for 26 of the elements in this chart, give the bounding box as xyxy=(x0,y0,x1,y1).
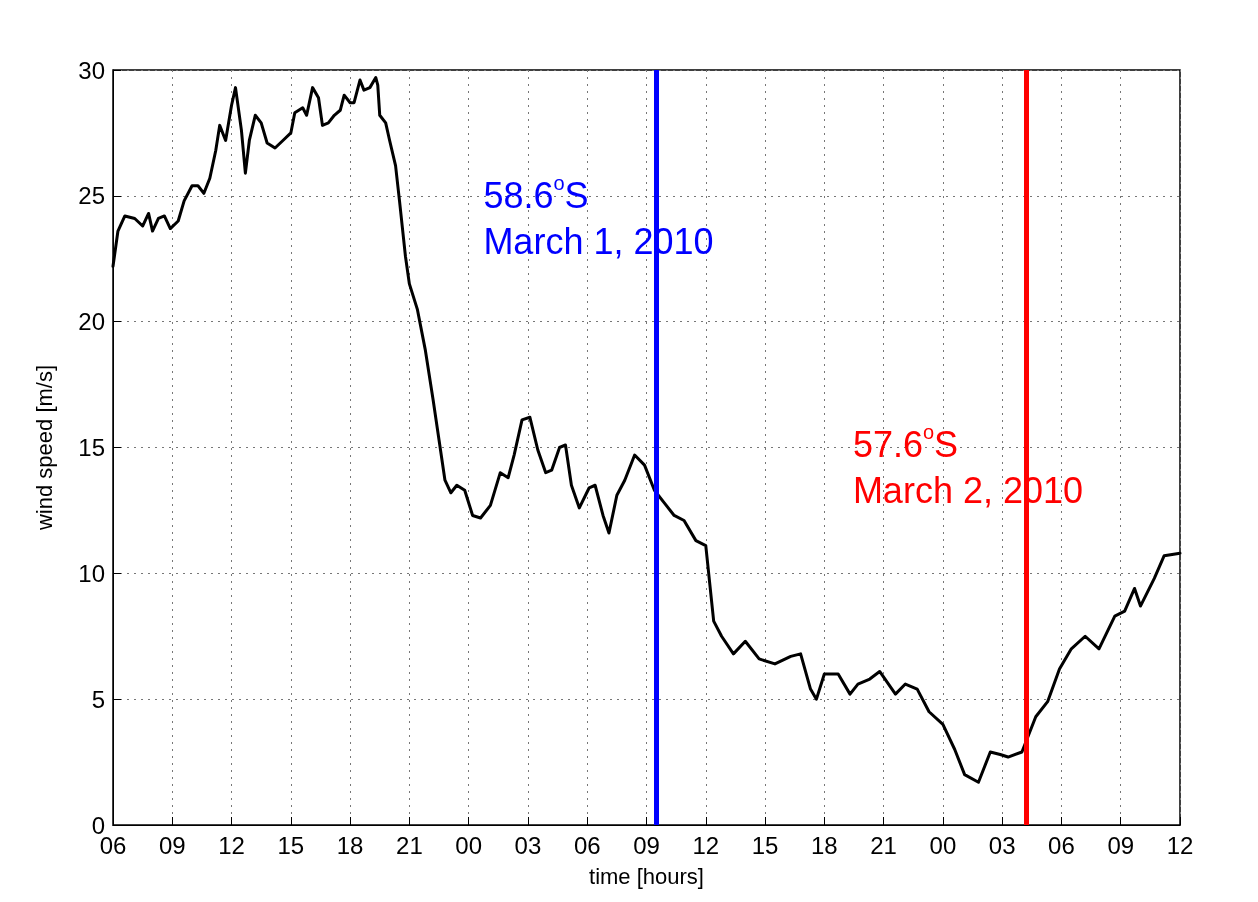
y-tick-label: 15 xyxy=(78,434,105,461)
y-tick-label: 5 xyxy=(91,685,105,713)
x-tick-label: 12 xyxy=(1166,831,1194,859)
x-tick-label: 12 xyxy=(218,831,245,859)
y-tick-label: 30 xyxy=(78,56,105,84)
x-tick-label: 21 xyxy=(870,831,897,859)
x-tick-label: 18 xyxy=(810,831,838,859)
x-tick-label: 06 xyxy=(573,831,601,859)
x-tick-label: 00 xyxy=(455,831,483,859)
x-tick-label: 03 xyxy=(514,831,542,859)
x-tick-label: 09 xyxy=(633,831,660,859)
y-tick-label: 10 xyxy=(78,559,105,587)
y-tick-label: 25 xyxy=(78,182,105,210)
x-axis-title: time [hours] xyxy=(589,863,704,889)
x-tick-label: 09 xyxy=(1107,831,1135,859)
y-axis-title: wind speed [m/s] xyxy=(31,364,57,532)
x-tick-label: 06 xyxy=(1048,831,1075,859)
x-tick-label: 21 xyxy=(396,831,423,859)
x-tick-label: 00 xyxy=(929,831,957,859)
x-tick-label: 09 xyxy=(158,831,186,859)
y-tick-label: 20 xyxy=(78,308,105,336)
x-tick-label: 18 xyxy=(336,831,364,859)
x-tick-label: 15 xyxy=(277,831,305,859)
x-tick-label: 15 xyxy=(751,831,779,859)
x-tick-label: 03 xyxy=(988,831,1016,859)
x-tick-label: 12 xyxy=(692,831,720,859)
